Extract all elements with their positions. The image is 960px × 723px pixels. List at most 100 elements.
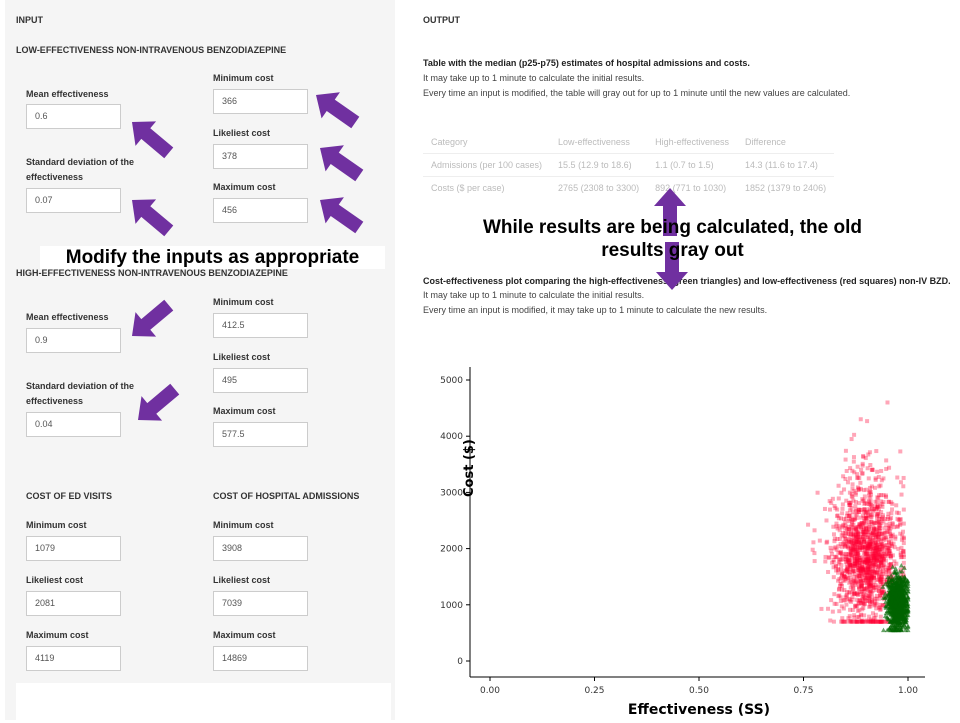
- red-square-point: [866, 452, 871, 457]
- red-square-point: [867, 570, 872, 575]
- low-min-input[interactable]: 366: [213, 89, 308, 114]
- red-square-point: [857, 608, 862, 613]
- red-square-point: [877, 526, 882, 531]
- red-square-point: [856, 545, 861, 550]
- red-square-point: [887, 548, 892, 553]
- red-square-point: [851, 547, 856, 552]
- red-square-point: [873, 540, 878, 545]
- red-square-point: [844, 559, 849, 564]
- red-square-point: [876, 520, 881, 525]
- red-square-point: [860, 537, 865, 542]
- red-square-point: [874, 593, 879, 598]
- red-square-point: [847, 503, 852, 508]
- red-square-point: [845, 544, 850, 549]
- red-square-point: [879, 493, 884, 498]
- red-square-point: [866, 575, 871, 580]
- ed-likely-input[interactable]: 2081: [26, 591, 121, 616]
- red-square-point: [880, 559, 885, 564]
- red-square-point: [852, 551, 857, 556]
- red-square-point: [870, 619, 875, 624]
- red-square-point: [841, 522, 846, 527]
- red-square-point: [848, 607, 853, 612]
- red-square-point: [855, 534, 860, 539]
- low-likely-input[interactable]: 378: [213, 144, 308, 169]
- red-square-point: [855, 564, 860, 569]
- red-square-point: [836, 516, 841, 521]
- red-square-point: [870, 598, 875, 603]
- red-square-point: [883, 535, 888, 540]
- red-square-point: [875, 570, 880, 575]
- high-max-input[interactable]: 577.5: [213, 422, 308, 447]
- red-square-point: [869, 541, 874, 546]
- hosp-likely-label: Likeliest cost: [213, 575, 271, 585]
- red-square-point: [846, 546, 851, 551]
- ed-min-input[interactable]: 1079: [26, 536, 121, 561]
- red-square-point: [874, 506, 879, 511]
- red-square-point: [866, 566, 871, 571]
- red-square-point: [852, 547, 857, 552]
- red-square-point: [848, 563, 853, 568]
- red-square-point: [878, 483, 883, 488]
- red-square-point: [898, 521, 903, 526]
- low-sd-input[interactable]: 0.07: [26, 188, 121, 213]
- red-square-point: [851, 575, 856, 580]
- red-square-point: [856, 561, 861, 566]
- red-square-point: [860, 471, 865, 476]
- red-square-point: [860, 544, 865, 549]
- red-square-point: [867, 493, 872, 498]
- red-square-point: [884, 535, 889, 540]
- red-square-point: [850, 619, 855, 624]
- red-square-point: [865, 558, 870, 563]
- green-triangle-point: [884, 593, 890, 599]
- red-square-point: [852, 592, 857, 597]
- red-square-point: [823, 554, 828, 559]
- red-square-point: [861, 567, 866, 572]
- red-square-point: [864, 526, 869, 531]
- red-square-point: [837, 593, 842, 598]
- low-mean-input[interactable]: 0.6: [26, 104, 121, 129]
- red-square-point: [859, 471, 864, 476]
- red-square-point: [879, 619, 884, 624]
- red-square-point: [831, 619, 836, 624]
- y-tick-label: 5000: [440, 376, 463, 386]
- red-square-point: [889, 562, 894, 567]
- red-square-point: [865, 544, 870, 549]
- low-sd-label: Standard deviation of the effectiveness: [26, 157, 135, 182]
- hosp-min-input[interactable]: 3908: [213, 536, 308, 561]
- red-square-point: [874, 570, 879, 575]
- red-square-point: [877, 547, 882, 552]
- ed-max-input[interactable]: 4119: [26, 646, 121, 671]
- red-square-point: [854, 553, 859, 558]
- red-square-point: [881, 568, 886, 573]
- high-sd-input[interactable]: 0.04: [26, 412, 121, 437]
- red-square-point: [836, 570, 841, 575]
- red-square-point: [848, 619, 853, 624]
- hosp-max-input[interactable]: 14869: [213, 646, 308, 671]
- red-square-point: [876, 548, 881, 553]
- red-square-point: [878, 554, 883, 559]
- red-square-point: [843, 520, 848, 525]
- low-max-label: Maximum cost: [213, 182, 276, 192]
- red-square-point: [878, 572, 883, 577]
- red-square-point: [859, 507, 864, 512]
- hosp-likely-input[interactable]: 7039: [213, 591, 308, 616]
- red-square-point: [836, 561, 841, 566]
- high-min-input[interactable]: 412.5: [213, 313, 308, 338]
- red-square-point: [901, 549, 906, 554]
- red-square-point: [886, 511, 891, 516]
- red-square-point: [881, 557, 886, 562]
- red-square-point: [862, 568, 867, 573]
- red-square-point: [847, 540, 852, 545]
- red-square-point: [843, 552, 848, 557]
- low-max-input[interactable]: 456: [213, 198, 308, 223]
- red-square-point: [892, 525, 897, 530]
- red-square-point: [853, 525, 858, 530]
- red-square-point: [869, 577, 874, 582]
- red-square-point: [844, 593, 849, 598]
- high-likely-input[interactable]: 495: [213, 368, 308, 393]
- red-square-point: [858, 486, 863, 491]
- high-mean-input[interactable]: 0.9: [26, 328, 121, 353]
- red-square-point: [868, 619, 873, 624]
- red-square-point: [838, 541, 843, 546]
- red-square-point: [836, 483, 841, 488]
